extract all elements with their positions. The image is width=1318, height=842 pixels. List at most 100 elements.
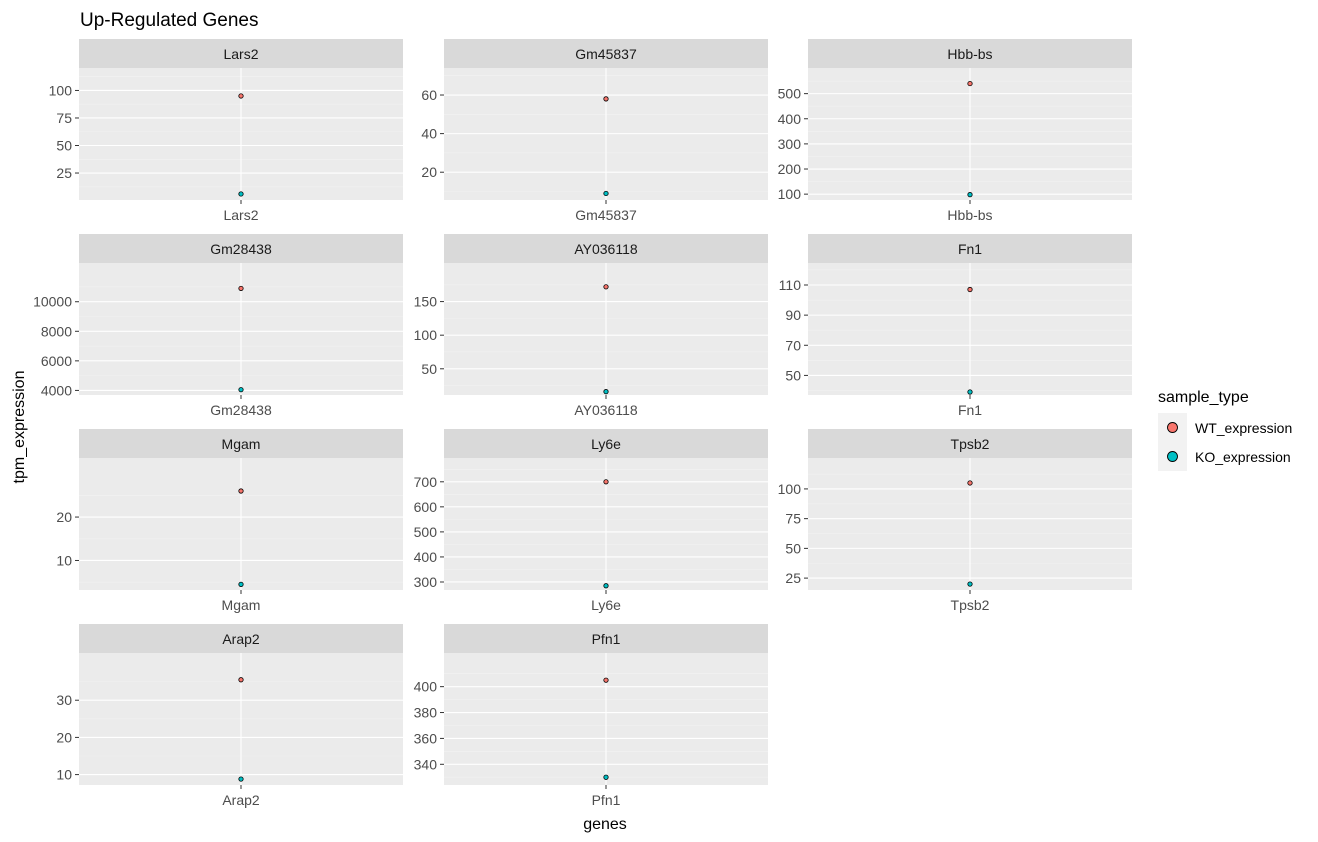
- ko-point-ay036118: [603, 389, 609, 395]
- facet-strip-label-mgam: Mgam: [222, 436, 261, 452]
- y-tick-label: 600: [414, 499, 438, 515]
- y-tick-label: 8000: [41, 323, 72, 339]
- y-tick-label: 60: [421, 87, 437, 103]
- facet-strip-label-hbb-bs: Hbb-bs: [947, 46, 992, 62]
- y-tick-label: 100: [778, 481, 802, 497]
- y-tick-label: 700: [414, 474, 438, 490]
- y-tick-label: 110: [779, 277, 802, 293]
- facet-fn1: Fn1 50 70 90 110 Fn1: [779, 234, 1132, 418]
- y-tick-label: 40: [421, 126, 437, 142]
- y-tick-label: 400: [778, 111, 802, 127]
- ko-point-gm28438: [238, 387, 244, 393]
- facet-strip-gm45837: [444, 39, 768, 68]
- y-tick-label: 300: [414, 574, 438, 590]
- facet-arap2: Arap2 10 20 30 Arap2: [56, 624, 403, 808]
- facet-strip-arap2: [79, 624, 403, 653]
- wt-point-hbb-bs: [967, 80, 973, 87]
- facet-strip-label-ly6e: Ly6e: [591, 436, 621, 452]
- y-tick-label: 10: [56, 767, 72, 783]
- wt-point-gm45837: [603, 96, 609, 102]
- y-tick-label: 20: [56, 729, 72, 745]
- y-tick-label: 400: [414, 679, 438, 695]
- x-tick-label-gm28438: Gm28438: [210, 402, 272, 418]
- facet-panels: Lars2 25 50 75 100 Lars2 Gm45837 20 40 60 Gm45837 H…: [33, 39, 1132, 808]
- x-tick-label-lars2: Lars2: [223, 207, 258, 223]
- facet-strip-label-fn1: Fn1: [958, 241, 982, 257]
- y-tick-label: 360: [414, 730, 438, 746]
- facet-gm45837: Gm45837 20 40 60 Gm45837: [421, 39, 768, 223]
- facet-gm28438: Gm28438 4000 6000 8000 10000 Gm28438: [33, 234, 403, 418]
- ko-point-lars2: [238, 191, 244, 197]
- y-tick-label: 90: [785, 307, 801, 323]
- x-tick-label-pfn1: Pfn1: [592, 792, 621, 808]
- ko-point-pfn1: [603, 774, 609, 780]
- y-tick-label: 50: [56, 138, 72, 154]
- x-axis-title: genes: [583, 816, 627, 833]
- x-tick-label-hbb-bs: Hbb-bs: [947, 207, 992, 223]
- ko-point-hbb-bs: [967, 192, 973, 198]
- facet-strip-hbb-bs: [808, 39, 1132, 68]
- facet-strip-fn1: [808, 234, 1132, 263]
- facet-strip-label-pfn1: Pfn1: [592, 631, 621, 647]
- y-tick-label: 300: [778, 136, 802, 152]
- y-tick-label: 75: [785, 511, 801, 527]
- ko-point-ly6e: [603, 583, 609, 589]
- x-tick-label-tpsb2: Tpsb2: [951, 597, 990, 613]
- y-tick-label: 25: [785, 570, 801, 586]
- y-tick-label: 20: [421, 164, 437, 180]
- wt-point-pfn1: [603, 677, 609, 683]
- y-tick-label: 50: [785, 367, 801, 383]
- facet-strip-lars2: [79, 39, 403, 68]
- y-tick-label: 100: [778, 186, 802, 202]
- wt-point-ay036118: [603, 284, 609, 290]
- y-tick-label: 10000: [33, 294, 72, 310]
- facet-strip-ay036118: [444, 234, 768, 263]
- facet-pfn1: Pfn1 340 360 380 400 Pfn1: [414, 624, 768, 808]
- y-axis-title: tpm_expression: [11, 371, 28, 484]
- y-tick-label: 4000: [41, 382, 72, 398]
- x-tick-label-ly6e: Ly6e: [591, 597, 621, 613]
- facet-strip-label-lars2: Lars2: [223, 46, 258, 62]
- y-tick-label: 200: [778, 161, 802, 177]
- ko-point-tpsb2: [967, 581, 973, 587]
- y-tick-label: 50: [421, 361, 437, 377]
- facet-lars2: Lars2 25 50 75 100 Lars2: [49, 39, 403, 223]
- facet-hbb-bs: Hbb-bs 100 200 300 400 500 Hbb-bs: [778, 39, 1132, 223]
- y-tick-label: 150: [414, 294, 438, 310]
- facet-strip-mgam: [79, 429, 403, 458]
- ko-point-fn1: [967, 389, 973, 395]
- facet-ly6e: Ly6e 300 400 500 600 700 Ly6e: [414, 429, 768, 613]
- y-tick-label: 20: [56, 509, 72, 525]
- x-tick-label-ay036118: AY036118: [574, 402, 638, 418]
- x-tick-label-mgam: Mgam: [222, 597, 261, 613]
- y-tick-label: 75: [56, 110, 72, 126]
- facet-strip-label-gm45837: Gm45837: [575, 46, 637, 62]
- y-tick-label: 70: [785, 337, 801, 353]
- ko-point-gm45837: [603, 190, 609, 197]
- wt-point-ly6e: [603, 479, 609, 485]
- wt-point-gm28438: [238, 285, 244, 292]
- facet-strip-tpsb2: [808, 429, 1132, 458]
- facet-mgam: Mgam 10 20 Mgam: [56, 429, 403, 613]
- facet-strip-gm28438: [79, 234, 403, 263]
- facet-strip-pfn1: [444, 624, 768, 653]
- y-tick-label: 340: [414, 756, 438, 772]
- legend-key-ko-icon: [1167, 451, 1178, 462]
- facet-strip-label-ay036118: AY036118: [574, 241, 638, 257]
- y-tick-label: 6000: [41, 353, 72, 369]
- chart-title: Up-Regulated Genes: [80, 10, 259, 31]
- y-tick-label: 100: [414, 327, 438, 343]
- x-tick-label-arap2: Arap2: [222, 792, 260, 808]
- facet-strip-label-arap2: Arap2: [222, 631, 260, 647]
- y-tick-label: 100: [49, 82, 73, 98]
- y-tick-label: 30: [56, 692, 72, 708]
- y-tick-label: 25: [56, 165, 72, 181]
- legend-title: sample_type: [1158, 389, 1249, 406]
- legend-label-wt: WT_expression: [1195, 420, 1292, 436]
- y-tick-label: 400: [414, 549, 438, 565]
- legend: sample_type WT_expression KO_expression: [1158, 389, 1292, 471]
- x-tick-label-fn1: Fn1: [958, 402, 982, 418]
- ko-point-mgam: [238, 581, 244, 587]
- legend-key-wt-icon: [1167, 422, 1178, 433]
